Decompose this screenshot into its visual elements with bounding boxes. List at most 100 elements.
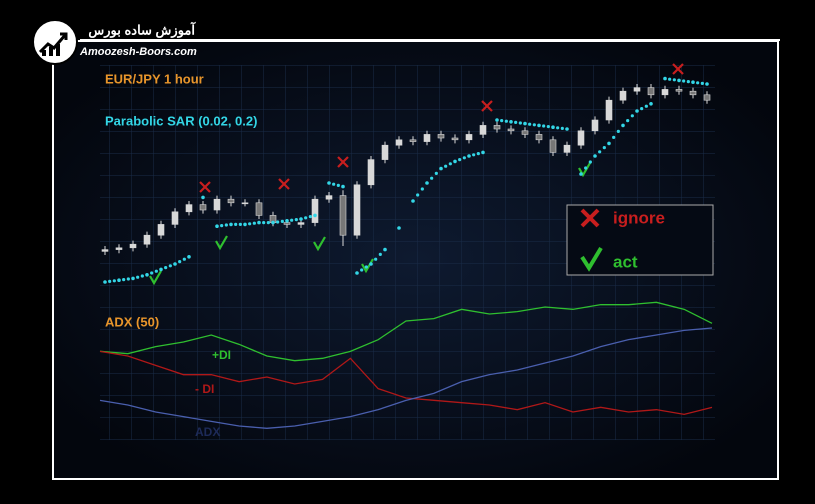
sar-dot (308, 215, 312, 219)
sar-dot (528, 122, 532, 126)
sar-dot (220, 224, 224, 228)
sar-dot (495, 118, 499, 122)
sar-dot (383, 247, 387, 252)
candle-body (507, 128, 515, 132)
indicator-line (99, 327, 713, 429)
sar-dot (696, 81, 700, 85)
sar-dot (462, 156, 466, 160)
sar-dot (430, 176, 434, 180)
sar-dot (271, 220, 275, 225)
sar-dot (472, 153, 476, 157)
sar-dot (616, 129, 620, 133)
sar-dot (551, 125, 555, 129)
sar-dot (509, 120, 513, 124)
sar-dot (378, 252, 382, 256)
candle-body (101, 249, 109, 252)
candle-body (549, 139, 557, 153)
candle-body (339, 195, 347, 236)
sar-dot (103, 280, 107, 284)
sar-dot (182, 257, 186, 261)
sar-dot (164, 266, 168, 270)
sar-dot (341, 184, 345, 189)
sar-dot (514, 120, 518, 124)
candle-body (381, 144, 389, 160)
sar-dot (117, 278, 121, 283)
candle-body (591, 119, 599, 132)
indicator-line (99, 301, 713, 362)
candle-body (465, 134, 473, 141)
candle-body (409, 139, 417, 142)
adx-title: ADX (50) (105, 314, 159, 329)
sar-dot (420, 187, 424, 191)
sar-dot (416, 193, 420, 197)
sar-dot (187, 254, 191, 259)
sar-dot (537, 123, 541, 128)
sar-dot (140, 274, 144, 278)
sar-dot (481, 150, 485, 155)
ignore-markers (199, 63, 684, 193)
sar-dot (294, 218, 298, 222)
sar-dot (439, 166, 443, 171)
sar-dot (374, 257, 378, 261)
candle-body (619, 90, 627, 101)
sar-dot (248, 222, 252, 226)
candle-body (633, 87, 641, 92)
sar-dot (425, 181, 429, 185)
sar-dot (215, 224, 219, 228)
chart-title: EUR/JPY 1 hour (105, 71, 204, 86)
sar-dot (630, 114, 634, 118)
candle-body (143, 234, 151, 245)
sar-dot (280, 219, 284, 223)
candle-body (283, 222, 291, 225)
sar-dot (276, 220, 280, 224)
sar-dot (112, 279, 116, 283)
sar-dot (108, 279, 112, 283)
sar-dot (602, 146, 606, 150)
sar-dot (154, 269, 158, 273)
sar-dot (626, 119, 630, 123)
candle-body (605, 99, 613, 121)
candle-body (493, 125, 501, 130)
sar-dot (313, 213, 317, 218)
candle-body (297, 222, 305, 225)
candle-body (395, 139, 403, 146)
sar-dot (168, 264, 172, 268)
sar-dot (668, 77, 672, 81)
series-label: +DI (212, 348, 231, 362)
sar-dot (178, 260, 182, 264)
sar-dot (691, 80, 695, 84)
candle-body (157, 224, 165, 236)
sar-dot (229, 222, 233, 227)
sar-dot (238, 222, 242, 226)
sar-dot (224, 223, 228, 227)
ignore-icon (580, 208, 600, 228)
sar-dot (565, 127, 569, 131)
sar-dot (518, 121, 522, 125)
sar-dot (467, 154, 471, 158)
sar-dot (434, 171, 438, 175)
sar-dot (234, 222, 238, 226)
sar-dot (635, 109, 639, 113)
sar-dot (243, 222, 247, 227)
sar-dot (327, 181, 331, 185)
indicator-label: Parabolic SAR (0.02, 0.2) (105, 113, 257, 128)
candle-body (367, 159, 375, 186)
candle-body (353, 184, 361, 236)
sar-dot (700, 81, 704, 85)
candle-body (129, 243, 137, 249)
indicator-line (99, 350, 713, 415)
site-url: Amoozesh-Boors.com (79, 46, 197, 58)
sar-dot (649, 102, 653, 106)
sar-dot (584, 166, 588, 170)
sar-dot (159, 267, 163, 272)
sar-dot (131, 276, 135, 281)
series-label: ADX (195, 425, 220, 439)
sar-dot (364, 265, 368, 269)
sar-dot (369, 262, 373, 266)
sar-dot (546, 125, 550, 129)
sar-dot (640, 107, 644, 111)
sar-dot (150, 271, 154, 275)
sar-dot (598, 150, 602, 154)
candle-body (199, 204, 207, 211)
sar-dot (686, 80, 690, 84)
